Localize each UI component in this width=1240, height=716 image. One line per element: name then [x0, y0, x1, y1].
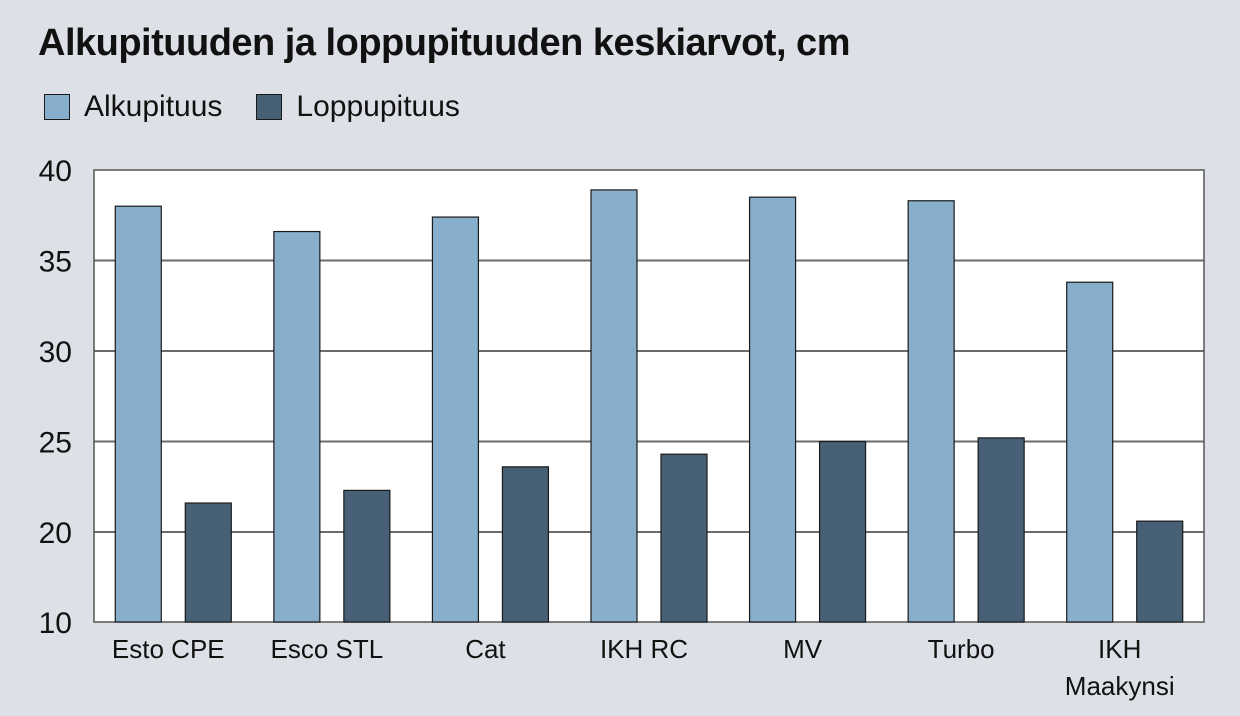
legend-label-loppupituus: Loppupituus	[296, 90, 460, 123]
bar-loppupituus	[184, 502, 232, 623]
legend-item-alkupituus: Alkupituus	[44, 90, 222, 124]
bar-alkupituus	[273, 230, 321, 623]
x-tick-label: MV	[783, 634, 823, 664]
bar-alkupituus	[431, 216, 480, 623]
bar-loppupituus	[977, 437, 1025, 623]
y-tick-label: 20	[39, 517, 72, 550]
legend: Alkupituus Loppupituus	[44, 90, 494, 124]
y-tick-label: 35	[39, 246, 72, 279]
x-tick-label: Esco STL	[270, 634, 383, 664]
legend-label-alkupituus: Alkupituus	[84, 90, 223, 123]
x-tick-label: Esto CPE	[112, 634, 225, 664]
bar-alkupituus	[1066, 281, 1114, 623]
legend-item-loppupituus: Loppupituus	[256, 90, 460, 124]
bar-alkupituus	[748, 196, 797, 623]
plot-border	[93, 169, 1205, 623]
bar-loppupituus	[1136, 520, 1184, 623]
legend-swatch-alkupituus	[44, 94, 70, 120]
bar-alkupituus	[907, 200, 955, 623]
plot-area	[94, 170, 1204, 622]
x-tick-label: Turbo	[928, 634, 995, 664]
x-tick-label: IKH RC	[600, 634, 688, 664]
bar-loppupituus	[501, 466, 550, 623]
y-tick-label: 40	[39, 155, 72, 188]
x-tick-label: IKH Maakynsi	[1065, 634, 1175, 701]
x-tick-label: Cat	[465, 634, 506, 664]
chart-title: Alkupituuden ja loppupituuden keskiarvot…	[38, 22, 850, 64]
bar-alkupituus	[590, 189, 638, 623]
y-tick-label: 10	[39, 607, 72, 640]
y-tick-label: 25	[39, 427, 72, 460]
bar-loppupituus	[660, 453, 708, 623]
bar-loppupituus	[818, 440, 867, 623]
y-tick-label: 30	[39, 336, 72, 369]
legend-swatch-loppupituus	[256, 94, 283, 120]
bar-loppupituus	[343, 489, 391, 623]
bar-alkupituus	[114, 205, 162, 623]
